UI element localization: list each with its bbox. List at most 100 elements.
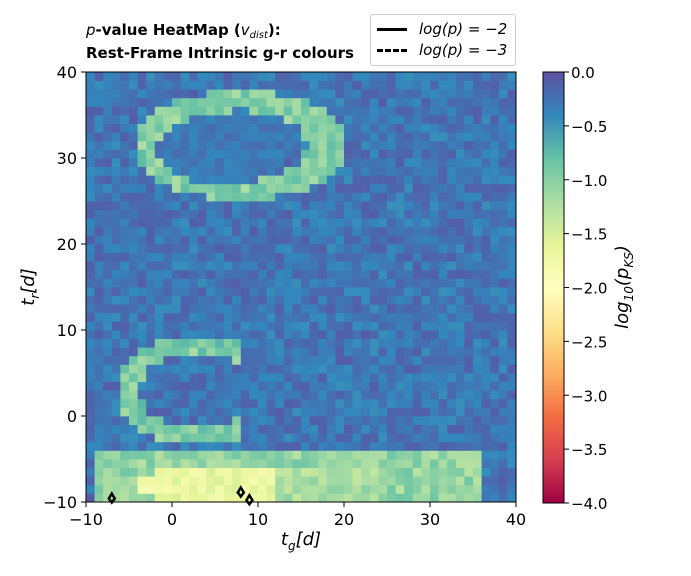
heatmap-cell [344,158,353,167]
heatmap-cell [111,140,121,150]
heatmap-cell [464,80,474,90]
heatmap-cell [189,364,199,374]
heatmap-cell [335,80,345,90]
heatmap-cell [86,123,95,133]
heatmap-cell [404,476,414,486]
heatmap-cell [163,330,173,339]
heatmap-cell [438,304,448,314]
heatmap-cell [412,321,422,331]
heatmap-cell [249,235,259,245]
heatmap-cell [215,424,224,434]
heatmap-cell [361,209,371,219]
heatmap-cell [232,97,242,107]
heatmap-cell [464,476,474,486]
heatmap-cell [481,115,491,124]
heatmap-cell [369,235,379,245]
heatmap-cell [498,433,508,443]
heatmap-cell [481,261,491,271]
heatmap-cell [94,261,104,271]
heatmap-cell [309,244,319,253]
heatmap-cell [103,183,113,193]
heatmap-cell [129,115,138,124]
heatmap-cell [490,252,500,262]
heatmap-cell [120,373,130,382]
heatmap [86,72,517,503]
heatmap-cell [172,312,181,322]
heatmap-cell [387,192,396,202]
heatmap-cell [137,493,147,503]
heatmap-cell [146,450,156,460]
heatmap-cell [318,175,328,185]
heatmap-cell [189,183,199,193]
heatmap-cell [369,424,379,434]
heatmap-cell [197,226,207,236]
heatmap-cell [111,166,121,176]
heatmap-cell [481,183,491,193]
heatmap-cell [120,338,130,348]
heatmap-cell [266,115,276,124]
heatmap-cell [481,140,491,150]
heatmap-cell [301,338,310,348]
heatmap-cell [103,269,113,279]
heatmap-cell [180,72,190,81]
heatmap-cell [146,390,156,400]
heatmap-cell [275,235,285,245]
heatmap-cell [421,209,431,219]
heatmap-cell [180,175,190,185]
heatmap-cell [240,484,250,494]
heatmap-cell [326,330,336,339]
heatmap-cell [455,140,465,150]
heatmap-cell [309,390,319,400]
heatmap-cell [232,484,242,494]
heatmap-cell [232,304,242,314]
heatmap-cell [387,450,396,460]
heatmap-cell [258,226,267,236]
heatmap-cell [378,476,388,486]
heatmap-cell [481,441,491,451]
heatmap-cell [378,192,388,202]
heatmap-cell [404,115,414,124]
heatmap-cell [498,166,508,176]
heatmap-cell [455,209,465,219]
heatmap-cell [507,158,517,167]
heatmap-cell [455,347,465,357]
heatmap-cell [189,158,199,167]
heatmap-cell [215,364,224,374]
heatmap-cell [163,244,173,253]
heatmap-cell [326,278,336,288]
heatmap-cell [129,373,138,382]
heatmap-cell [197,80,207,90]
heatmap-cell [309,252,319,262]
heatmap-cell [94,278,104,288]
title-var: v [240,21,250,39]
heatmap-cell [163,304,173,314]
heatmap-cell [86,80,95,90]
heatmap-cell [223,278,233,288]
heatmap-cell [120,312,130,322]
heatmap-cell [473,209,482,219]
heatmap-cell [266,355,276,365]
heatmap-cell [197,106,207,116]
heatmap-cell [154,390,164,400]
heatmap-cell [344,416,353,425]
heatmap-cell [129,467,138,477]
heatmap-cell [335,416,345,425]
heatmap-cell [412,123,422,133]
heatmap-cell [240,321,250,331]
heatmap-cell [447,235,457,245]
heatmap-cell [490,183,500,193]
heatmap-cell [180,364,190,374]
heatmap-cell [86,355,95,365]
heatmap-cell [490,312,500,322]
heatmap-cell [163,158,173,167]
heatmap-cell [266,235,276,245]
heatmap-cell [369,381,379,391]
heatmap-cell [249,390,259,400]
heatmap-cell [163,209,173,219]
heatmap-cell [447,287,457,296]
heatmap-cell [154,89,164,99]
heatmap-cell [111,441,121,451]
heatmap-cell [412,373,422,382]
heatmap-cell [240,398,250,408]
heatmap-cell [111,321,121,331]
